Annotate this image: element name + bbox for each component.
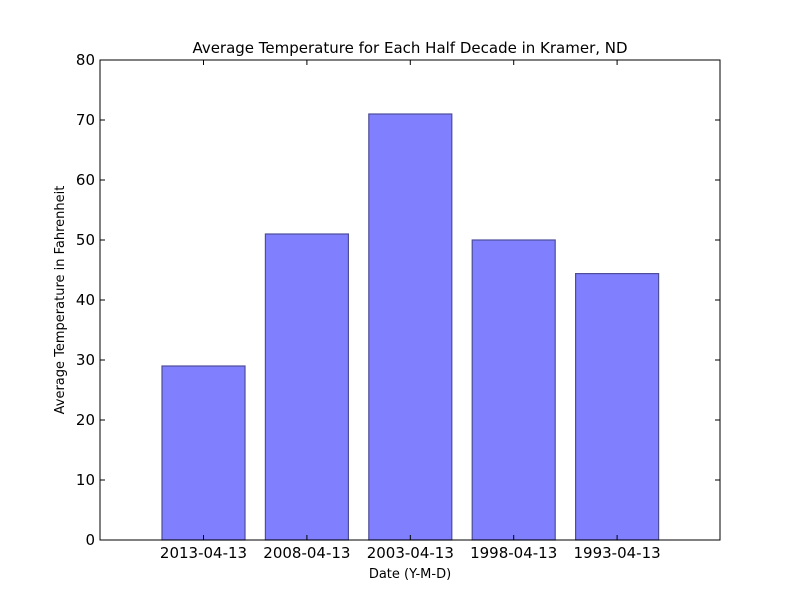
bar-2003-04-13	[368, 113, 453, 541]
chart-title: Average Temperature for Each Half Decade…	[192, 39, 627, 57]
x-tick-label: 2008-04-13	[263, 544, 350, 562]
y-tick-label: 30	[76, 351, 95, 369]
x-axis-ticks: 2013-04-13 2008-04-13 2003-04-13 1998-04-13…	[160, 60, 661, 562]
y-axis-label: Average Temperature in Fahrenheit	[53, 186, 68, 415]
x-tick-label: 2003-04-13	[367, 544, 454, 562]
x-tick-label: 1998-04-13	[470, 544, 557, 562]
x-tick-label: 1993-04-13	[574, 544, 661, 562]
bar-1993-04-13	[574, 273, 660, 541]
y-tick-label: 10	[76, 471, 95, 489]
bar-2013-04-13	[161, 365, 246, 541]
y-axis-ticks: 0 10 20 30 40 50 60 70 80	[76, 51, 720, 549]
x-tick-label: 2013-04-13	[160, 544, 247, 562]
y-tick-label: 70	[76, 111, 95, 129]
bars-group	[161, 113, 660, 541]
y-tick-label: 50	[76, 231, 95, 249]
y-tick-label: 80	[76, 51, 95, 69]
y-tick-label: 20	[76, 411, 95, 429]
bar-1998-04-13	[471, 239, 556, 541]
y-tick-label: 40	[76, 291, 95, 309]
y-tick-label: 0	[85, 531, 95, 549]
x-axis-label: Date (Y-M-D)	[369, 567, 451, 582]
y-tick-label: 60	[76, 171, 95, 189]
bar-2008-04-13	[264, 233, 349, 541]
plot-area-frame	[99, 59, 721, 541]
